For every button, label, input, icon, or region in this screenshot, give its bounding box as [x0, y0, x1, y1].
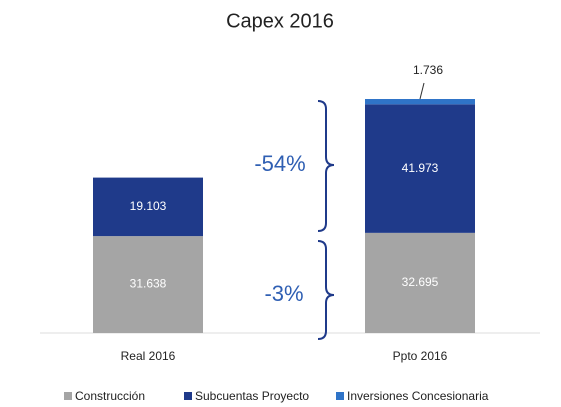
brace [317, 100, 335, 232]
legend-swatch [336, 392, 344, 400]
annotation: -3% [264, 281, 303, 306]
x-tick-label: Ppto 2016 [393, 349, 448, 363]
legend-swatch [64, 392, 72, 400]
legend-label: Construcción [75, 389, 145, 403]
bar-segment [365, 232, 475, 333]
value-label: 32.695 [402, 275, 439, 289]
annotation: -54% [254, 151, 305, 176]
bar-segment [93, 177, 203, 237]
bar-segment [365, 104, 475, 233]
brace [317, 240, 335, 340]
bar-segment [365, 99, 475, 105]
value-label: 19.103 [130, 199, 167, 213]
bar-segment [93, 236, 203, 333]
legend-swatch [184, 392, 192, 400]
legend-label: Subcuentas Proyecto [195, 389, 309, 403]
leader-line [419, 82, 425, 100]
legend-label: Inversiones Concesionaria [347, 389, 489, 403]
value-label: 41.973 [402, 161, 439, 175]
value-label: 1.736 [413, 63, 443, 77]
chart-title: Capex 2016 [226, 10, 334, 32]
x-tick-label: Real 2016 [121, 349, 176, 363]
value-label: 31.638 [130, 277, 167, 291]
